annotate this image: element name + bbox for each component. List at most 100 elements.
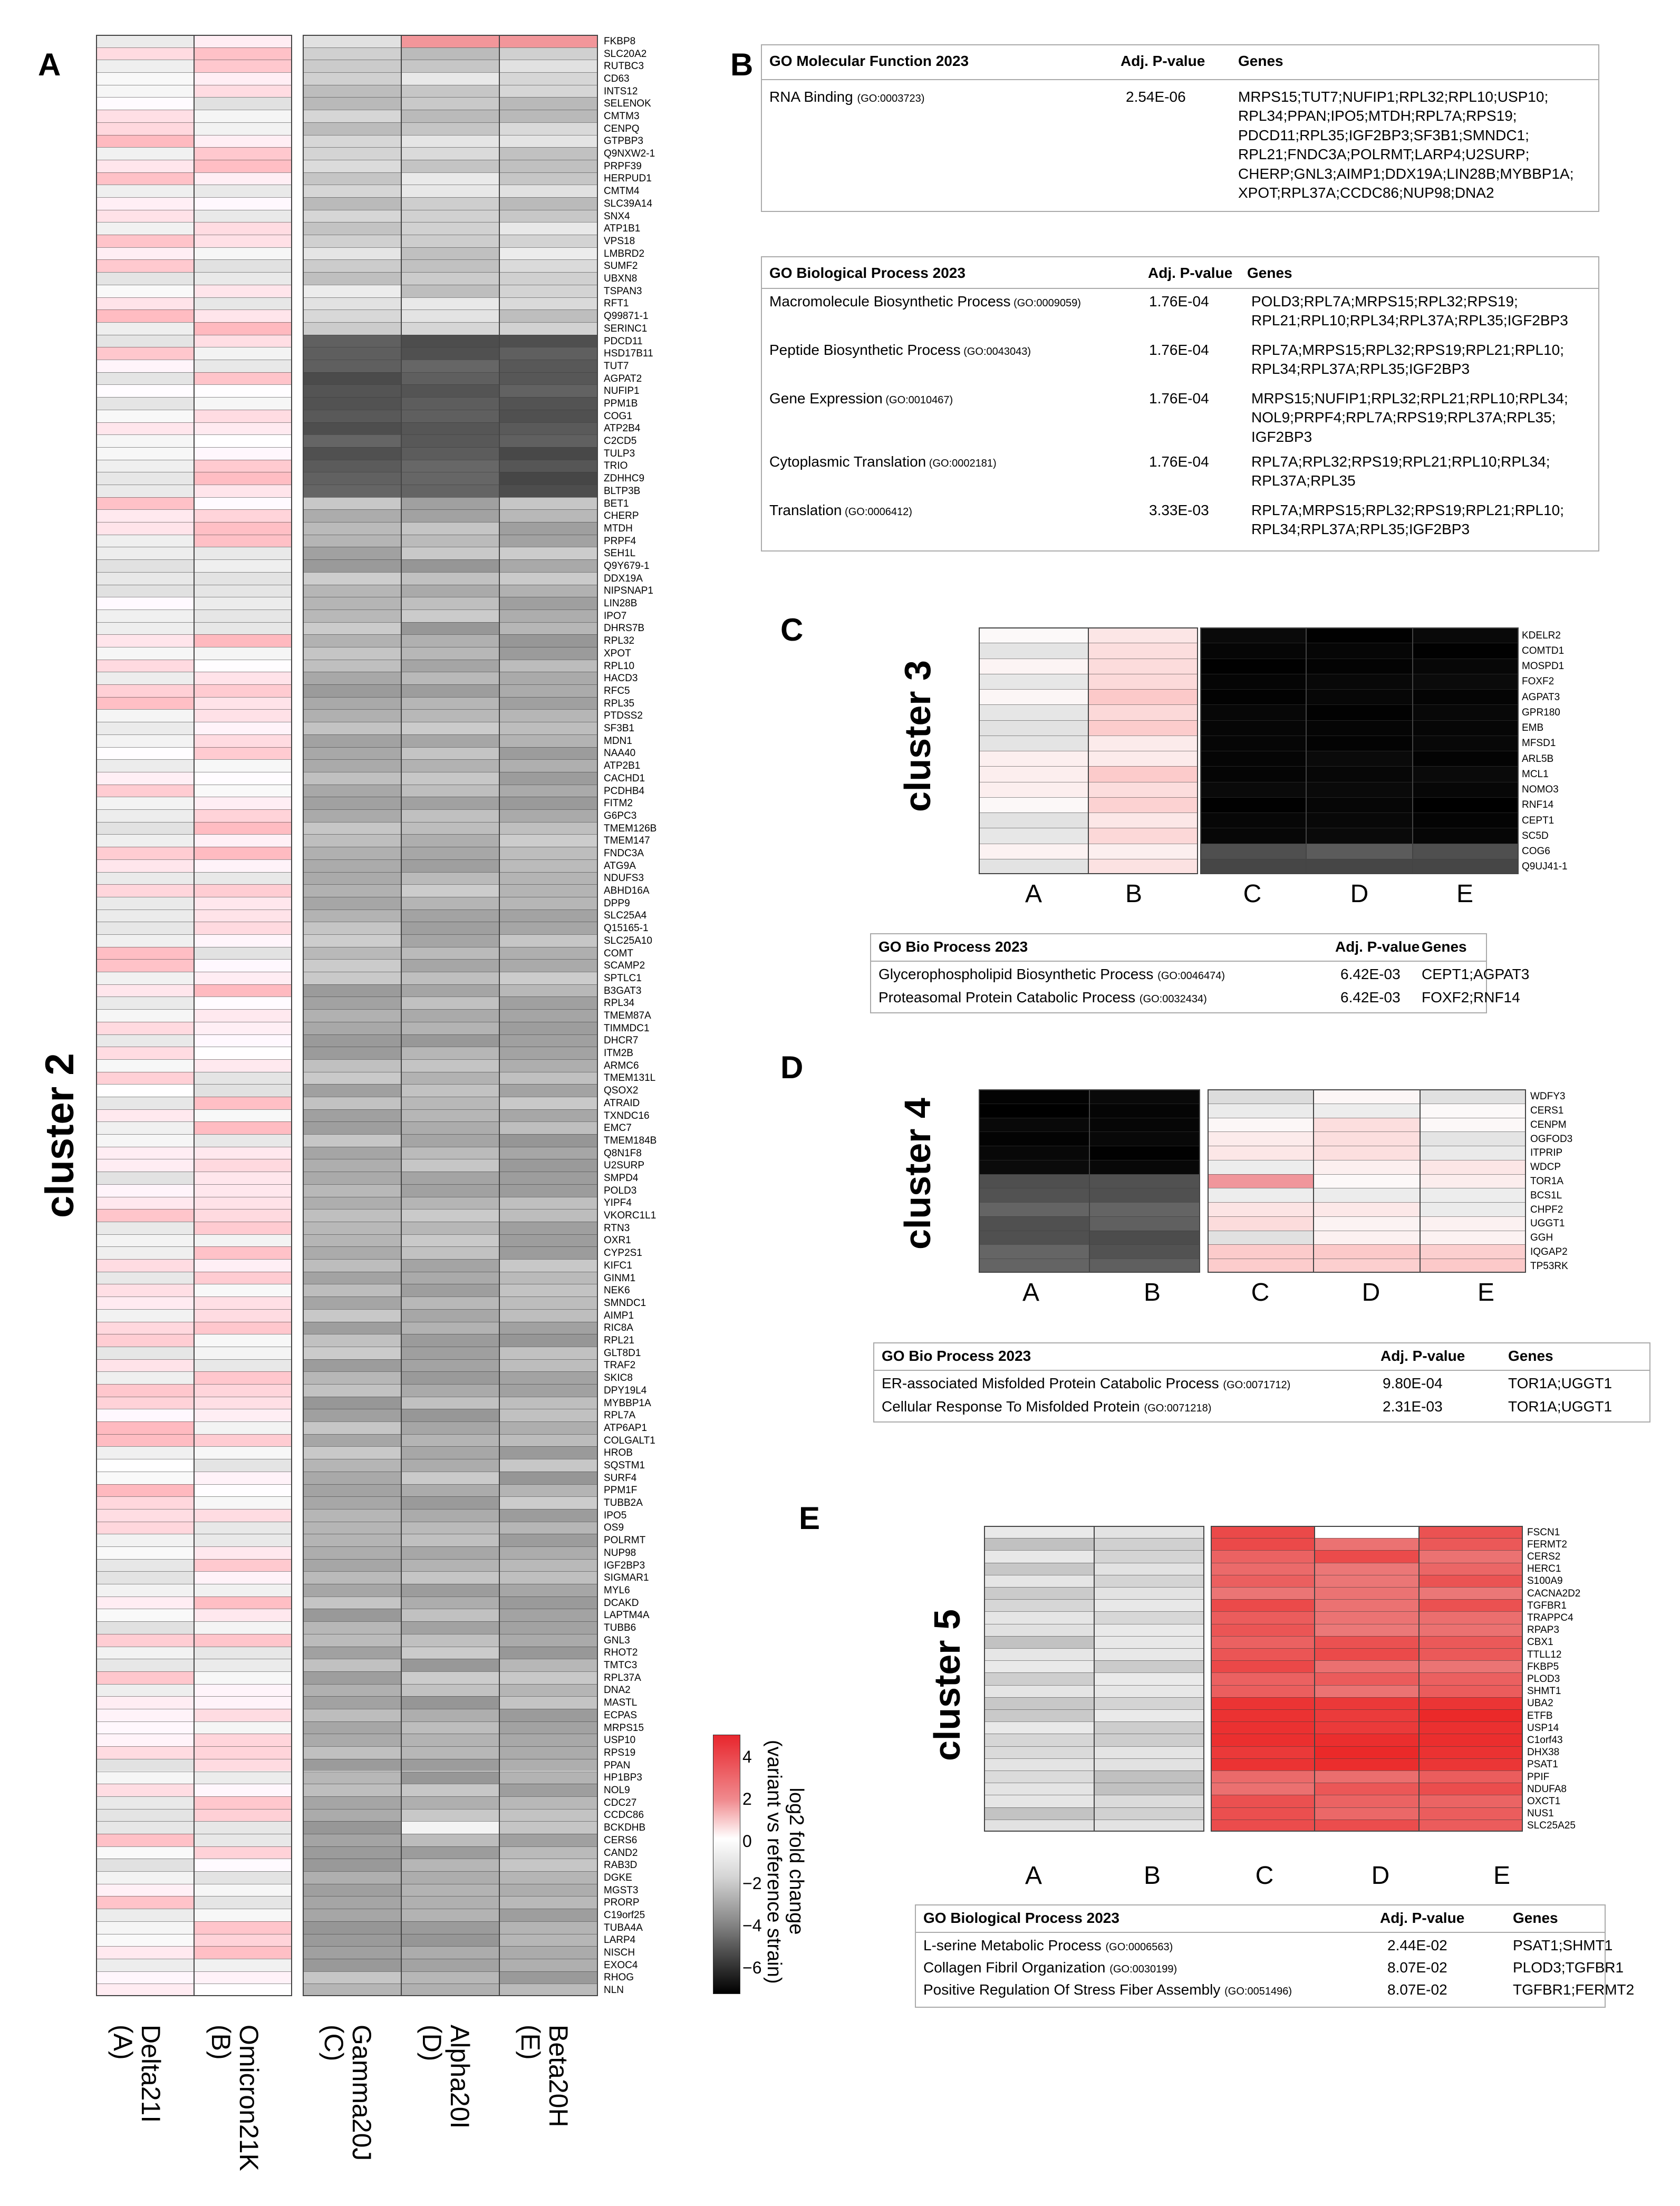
gene-label: BCS1L xyxy=(1530,1189,1562,1201)
heatmap-cell xyxy=(401,759,500,772)
heatmap-cell xyxy=(194,1496,292,1509)
heatmap-cell xyxy=(1306,858,1413,874)
strain-label-delta: Delta21I (A) xyxy=(109,2025,166,2123)
heatmap-cell xyxy=(401,896,500,910)
gene-label: ITM2B xyxy=(604,1048,633,1059)
heatmap-cell xyxy=(1306,751,1413,767)
gene-label: S100A9 xyxy=(1527,1575,1563,1587)
heatmap-cell xyxy=(96,1571,194,1584)
heatmap-cell xyxy=(401,847,500,859)
go-id: (GO:0003723) xyxy=(857,93,925,104)
heatmap-cell xyxy=(96,797,194,810)
heatmap-cell xyxy=(401,1696,500,1709)
heatmap-cell xyxy=(1315,1819,1419,1832)
heatmap-cell xyxy=(1094,1795,1204,1807)
heatmap-cell xyxy=(96,1534,194,1546)
gene-label: SMNDC1 xyxy=(604,1297,646,1309)
heatmap-cell xyxy=(96,1484,194,1497)
panel-label-d: D xyxy=(780,1050,804,1085)
heatmap-cell xyxy=(1200,735,1307,751)
heatmap-cell xyxy=(194,409,292,422)
gene-label: OXR1 xyxy=(604,1235,631,1246)
heatmap-cell xyxy=(194,922,292,934)
heatmap-cell xyxy=(499,821,598,835)
heatmap-cell xyxy=(194,1521,292,1534)
heatmap-cell xyxy=(1211,1783,1315,1795)
heatmap-cell xyxy=(1094,1636,1204,1648)
heatmap-cell xyxy=(401,1746,500,1759)
heatmap-cell xyxy=(499,1646,598,1659)
heatmap-cell xyxy=(303,672,401,685)
heatmap-cell xyxy=(401,1009,500,1022)
heatmap-cell xyxy=(1418,1783,1523,1795)
heatmap-cell xyxy=(984,1636,1094,1648)
heatmap-cell xyxy=(96,1721,194,1734)
heatmap-cell xyxy=(1200,720,1307,736)
heatmap-cell xyxy=(96,297,194,310)
gene-label: FITM2 xyxy=(604,798,633,809)
gene-label: MOSPD1 xyxy=(1522,661,1565,672)
heatmap-cell xyxy=(303,559,401,572)
heatmap-cell xyxy=(1089,1230,1200,1245)
heatmap-cell xyxy=(1412,704,1519,720)
heatmap-cell xyxy=(1094,1660,1204,1673)
heatmap-cell xyxy=(194,1871,292,1884)
heatmap-cell xyxy=(499,209,598,222)
heatmap-cell xyxy=(401,72,500,85)
heatmap-cell xyxy=(1418,1685,1523,1697)
heatmap-cell xyxy=(194,1921,292,1934)
strain-label-beta: Beta20H (E) xyxy=(516,2025,574,2127)
heatmap-cell xyxy=(1418,1770,1523,1783)
gene-label: UBXN8 xyxy=(604,273,638,285)
heatmap-cell xyxy=(194,1371,292,1384)
heatmap-cell xyxy=(1314,1202,1420,1216)
heatmap-cell xyxy=(96,1833,194,1846)
heatmap-cell xyxy=(1200,673,1307,689)
gene-label: NEK6 xyxy=(604,1285,630,1296)
heatmap-cell xyxy=(194,60,292,73)
gene-label: RPL10 xyxy=(604,660,635,672)
heatmap-cell xyxy=(499,1221,598,1234)
heatmap-cell xyxy=(979,1174,1089,1188)
heatmap-cell xyxy=(194,47,292,60)
heatmap-cell xyxy=(1420,1089,1526,1104)
heatmap-cell xyxy=(96,722,194,734)
heatmap-cell xyxy=(96,1346,194,1359)
gene-label: SCAMP2 xyxy=(604,960,645,972)
heatmap-cell xyxy=(499,1846,598,1859)
heatmap-cell xyxy=(1094,1550,1204,1563)
heatmap-cell xyxy=(984,1526,1094,1539)
go-id: (GO:0009059) xyxy=(1010,297,1081,309)
strain-letter: (D) xyxy=(417,2025,447,2062)
heatmap-cell xyxy=(194,1771,292,1784)
heatmap-cell xyxy=(303,1584,401,1597)
heatmap-cell xyxy=(1315,1758,1419,1770)
heatmap-cell xyxy=(499,872,598,885)
heatmap-cell xyxy=(96,1234,194,1247)
heatmap-cell xyxy=(303,434,401,447)
heatmap-cell xyxy=(96,647,194,660)
heatmap-cell xyxy=(194,1459,292,1472)
heatmap-cell xyxy=(499,1621,598,1634)
heatmap-cell xyxy=(303,1933,401,1947)
heatmap-cell xyxy=(96,272,194,285)
heatmap-cell xyxy=(194,134,292,148)
heatmap-cell xyxy=(401,509,500,523)
heatmap-cell xyxy=(401,1796,500,1809)
heatmap-cell xyxy=(979,643,1088,659)
heatmap-cell xyxy=(499,1359,598,1372)
heatmap-cell xyxy=(303,1434,401,1447)
heatmap-cell xyxy=(499,1309,598,1322)
heatmap-cell xyxy=(96,1896,194,1909)
heatmap-cell xyxy=(194,759,292,772)
heatmap-cell xyxy=(194,821,292,835)
gene-label: SEH1L xyxy=(604,548,636,559)
color-scale-bar xyxy=(713,1735,740,1994)
heatmap-cell xyxy=(499,1259,598,1272)
gene-label: CACNA2D2 xyxy=(1527,1588,1581,1599)
heatmap-cell xyxy=(401,922,500,934)
heatmap-cell xyxy=(401,909,500,922)
heatmap-cell xyxy=(303,1346,401,1359)
heatmap-cell xyxy=(401,35,500,47)
heatmap-cell xyxy=(96,659,194,672)
